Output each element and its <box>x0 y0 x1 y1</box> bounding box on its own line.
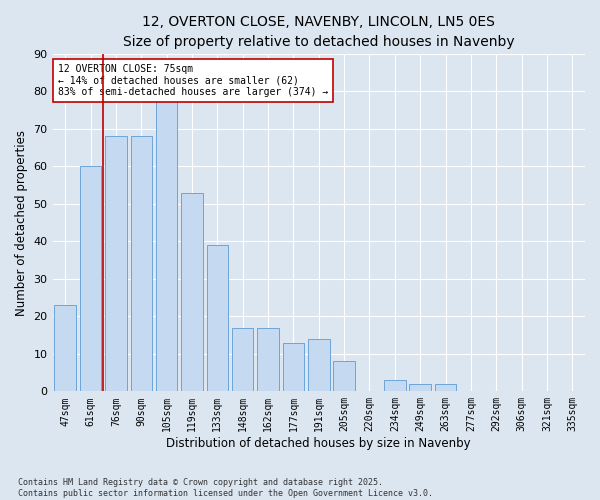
X-axis label: Distribution of detached houses by size in Navenby: Distribution of detached houses by size … <box>166 437 471 450</box>
Text: 12 OVERTON CLOSE: 75sqm
← 14% of detached houses are smaller (62)
83% of semi-de: 12 OVERTON CLOSE: 75sqm ← 14% of detache… <box>58 64 328 97</box>
Bar <box>308 339 329 392</box>
Text: Contains HM Land Registry data © Crown copyright and database right 2025.
Contai: Contains HM Land Registry data © Crown c… <box>18 478 433 498</box>
Title: 12, OVERTON CLOSE, NAVENBY, LINCOLN, LN5 0ES
Size of property relative to detach: 12, OVERTON CLOSE, NAVENBY, LINCOLN, LN5… <box>123 15 515 48</box>
Bar <box>80 166 101 392</box>
Bar <box>156 99 178 392</box>
Bar <box>181 192 203 392</box>
Bar <box>384 380 406 392</box>
Bar <box>435 384 457 392</box>
Bar <box>232 328 253 392</box>
Bar <box>55 305 76 392</box>
Bar <box>105 136 127 392</box>
Y-axis label: Number of detached properties: Number of detached properties <box>15 130 28 316</box>
Bar <box>334 362 355 392</box>
Bar <box>206 245 228 392</box>
Bar <box>283 342 304 392</box>
Bar <box>131 136 152 392</box>
Bar <box>257 328 279 392</box>
Bar <box>409 384 431 392</box>
